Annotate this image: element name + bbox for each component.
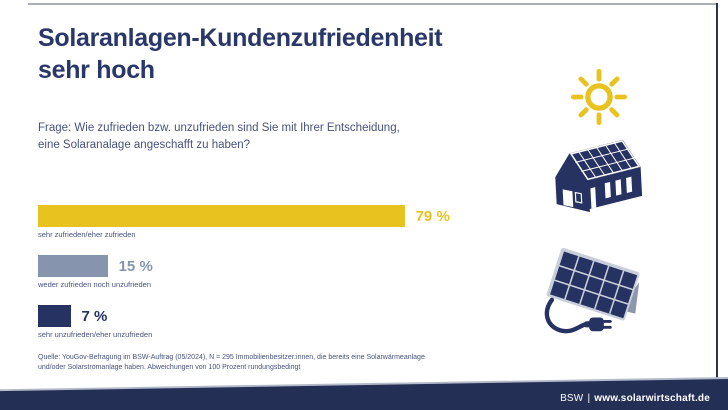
bar-value-label: 15 % (118, 257, 153, 275)
bar-segment (38, 305, 71, 327)
solar-house-icon (548, 138, 654, 213)
bar-value-label: 79 % (415, 207, 450, 225)
survey-question-line2: eine Solaranalage angeschafft zu haben? (38, 139, 251, 151)
bar-row: 79 % sehr zufrieden/eher zufrieden (38, 205, 538, 240)
footer-url: www.solarwirtschaft.de (594, 393, 710, 404)
source-note-line2: und/oder Solarstromanlage haben. Abweich… (38, 364, 301, 371)
page-title-line2: sehr hoch (38, 56, 155, 84)
survey-question-line1: Frage: Wie zufrieden bzw. unzufrieden si… (38, 122, 400, 134)
top-border-line (28, 3, 718, 5)
bar-row: 15 % weder zufrieden noch unzufrieden (38, 255, 538, 290)
solar-panel-plug-icon (544, 247, 640, 334)
footer-branding: BSW | www.solarwirtschaft.de (560, 393, 710, 404)
source-note-line1: Quelle: YouGov-Befragung im BSW-Auftrag … (38, 354, 425, 361)
bar-value-label: 7 % (81, 307, 108, 325)
page-title: Solaranlagen-Kundenzufriedenheit sehr ho… (38, 22, 443, 86)
sun-icon (570, 68, 628, 126)
footer-separator: | (587, 393, 591, 404)
source-note: Quelle: YouGov-Befragung im BSW-Auftrag … (38, 353, 425, 373)
bar-category-label: sehr unzufrieden/eher unzufrieden (38, 330, 153, 339)
bar-category-label: weder zufrieden noch unzufrieden (38, 280, 151, 289)
bar-row: 7 % sehr unzufrieden/eher unzufrieden (38, 305, 538, 340)
bar-segment (38, 255, 108, 277)
footer-org: BSW (560, 393, 584, 404)
bar-category-label: sehr zufrieden/eher zufrieden (38, 230, 136, 239)
right-border-line (716, 3, 718, 385)
page-title-line1: Solaranlagen-Kundenzufriedenheit (38, 24, 443, 52)
bar-chart: 79 % sehr zufrieden/eher zufrieden 15 % wed… (38, 205, 538, 355)
survey-question: Frage: Wie zufrieden bzw. unzufrieden si… (38, 120, 400, 154)
bar-segment (38, 205, 405, 227)
